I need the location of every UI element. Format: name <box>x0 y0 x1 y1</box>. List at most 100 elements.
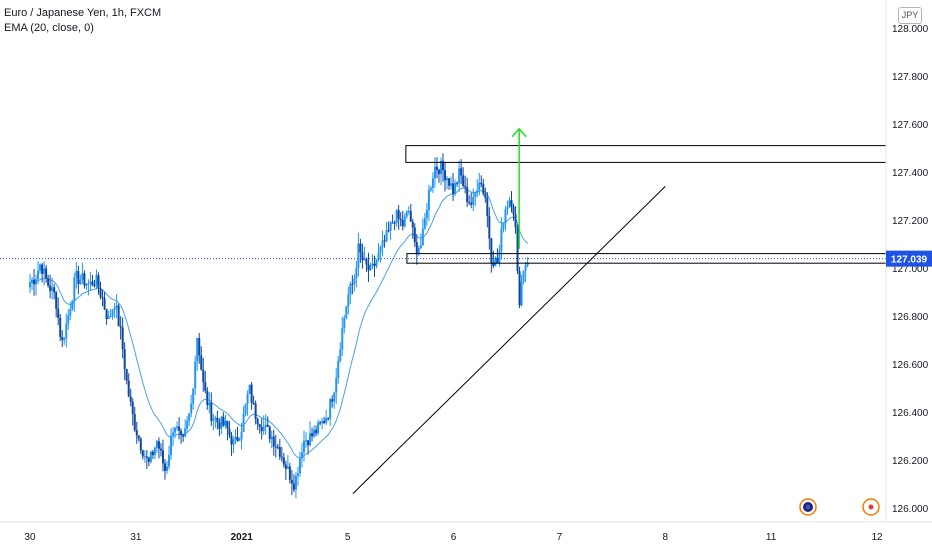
candle-body <box>294 475 297 490</box>
y-tick-label: 126.400 <box>892 408 929 419</box>
bottom-icons <box>799 498 880 516</box>
candle-body <box>67 315 70 324</box>
candle-body <box>341 327 344 350</box>
candle-body <box>305 440 308 442</box>
candle-body <box>61 336 64 341</box>
candle-body <box>415 242 418 255</box>
candle-body <box>143 456 146 458</box>
candle-body <box>107 316 110 320</box>
candle-body <box>450 183 453 186</box>
candle-body <box>244 403 247 415</box>
candle-body <box>462 175 465 186</box>
candle-body <box>250 384 253 403</box>
candle-body <box>262 426 265 432</box>
candles <box>29 153 529 499</box>
y-tick-label: 127.400 <box>892 168 929 179</box>
candle-body <box>161 450 164 464</box>
legend: Euro / Japanese Yen, 1h, FXCM EMA (20, c… <box>4 6 161 36</box>
candle-body <box>524 265 527 271</box>
candle-body <box>339 349 342 361</box>
event-globe-center <box>805 504 811 510</box>
candle-body <box>113 307 116 311</box>
support-box[interactable] <box>406 253 887 264</box>
candle-body <box>83 273 86 286</box>
candle-body <box>133 414 136 431</box>
x-tick-label: 8 <box>662 532 668 543</box>
candle-body <box>504 209 507 224</box>
candle-body <box>496 257 499 264</box>
candle-body <box>385 230 388 242</box>
candle-body <box>333 392 336 402</box>
candle-body <box>43 268 46 274</box>
candle-body <box>268 426 271 440</box>
candle-body <box>232 439 235 445</box>
candle-body <box>476 190 479 193</box>
candle-body <box>397 210 400 219</box>
candle-body <box>174 427 177 433</box>
candle-body <box>367 264 370 271</box>
candle-body <box>435 166 438 170</box>
x-tick-label: 2021 <box>231 532 254 543</box>
candle-body <box>238 439 241 441</box>
y-tick-label: 127.000 <box>892 264 929 275</box>
resistance-box[interactable] <box>405 145 887 163</box>
candle-body <box>405 211 408 217</box>
candle-body <box>242 414 245 432</box>
target-arrow-head[interactable] <box>511 127 527 138</box>
candle-body <box>379 246 382 253</box>
candle-body <box>409 211 412 222</box>
candle-body <box>210 402 213 421</box>
candle-body <box>456 182 459 184</box>
candle-body <box>184 428 187 437</box>
candle-body <box>500 228 503 251</box>
candle-body <box>93 285 96 287</box>
candle-body <box>121 327 124 350</box>
candle-body <box>49 285 52 291</box>
candle-body <box>87 283 90 285</box>
candle-body <box>131 401 134 415</box>
y-tick-label: 128.000 <box>892 24 929 35</box>
candle-body <box>59 317 62 337</box>
event-dot-center <box>868 504 874 510</box>
candle-body <box>127 380 130 397</box>
candle-body <box>345 306 348 318</box>
candle-body <box>361 252 364 261</box>
candle-body <box>129 396 132 402</box>
candle-body <box>446 178 449 181</box>
candle-body <box>365 258 368 265</box>
candle-body <box>300 452 303 459</box>
candle-body <box>311 433 314 437</box>
candle-body <box>35 279 38 285</box>
candle-body <box>230 434 233 445</box>
candle-body <box>172 432 175 436</box>
x-tick-label: 12 <box>871 532 883 543</box>
candle-body <box>343 317 346 328</box>
event-dot-icon[interactable] <box>862 498 880 516</box>
candle-body <box>91 281 94 286</box>
candle-body <box>389 222 392 231</box>
candle-body <box>355 267 358 279</box>
candle-body <box>502 223 505 229</box>
candle-body <box>95 275 98 286</box>
currency-badge[interactable]: JPY <box>898 7 922 24</box>
candle-body <box>288 466 291 480</box>
trendline[interactable] <box>352 186 666 494</box>
candle-body <box>395 210 398 223</box>
candle-body <box>433 166 436 179</box>
candle-body <box>163 463 166 471</box>
candle-body <box>520 281 523 306</box>
candle-body <box>325 418 328 423</box>
candle-body <box>399 218 402 221</box>
candle-body <box>458 168 461 184</box>
candle-body <box>222 416 225 426</box>
event-globe-icon[interactable] <box>799 498 817 516</box>
candle-body <box>317 422 320 434</box>
candle-body <box>383 240 386 242</box>
candle-body <box>452 183 455 195</box>
candle-body <box>359 243 362 253</box>
candle-body <box>37 270 40 280</box>
candle-body <box>454 182 457 195</box>
candle-body <box>123 349 126 370</box>
